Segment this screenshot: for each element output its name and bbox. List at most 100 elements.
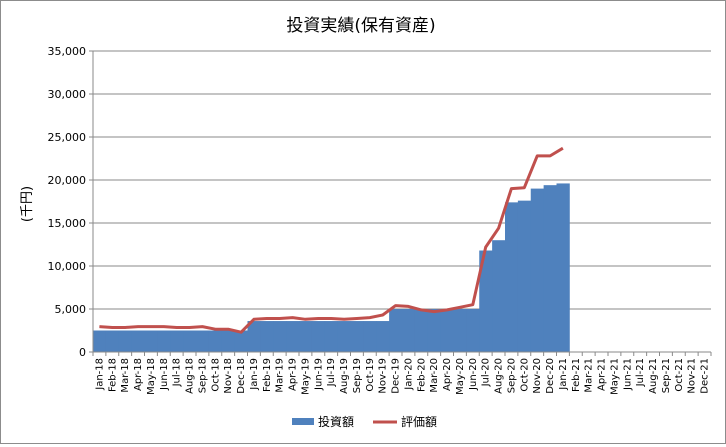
x-tick-label: Nov-19 (378, 358, 389, 394)
bar (492, 240, 505, 352)
x-tick-label: Aug-21 (648, 358, 659, 394)
x-tick-label: Nov-21 (687, 358, 698, 394)
y-tick-label: 15,000 (48, 217, 87, 230)
bar (119, 331, 132, 353)
x-tick-label: Oct-21 (674, 358, 685, 392)
y-tick-label: 5,000 (55, 303, 87, 316)
x-tick-label: Jun-19 (313, 358, 324, 391)
legend-label-bar: 投資額 (318, 414, 354, 429)
x-tick-label: Aug-20 (494, 358, 505, 394)
legend-label-line: 評価額 (401, 414, 437, 429)
bar (351, 321, 364, 352)
x-tick-label: Sep-18 (197, 358, 208, 393)
bar (157, 331, 170, 353)
x-tick-label: Jul-20 (481, 358, 492, 387)
x-tick-label: Jun-20 (468, 358, 479, 391)
x-tick-label: Feb-20 (416, 358, 427, 392)
x-tick-label: Jul-21 (635, 358, 646, 387)
y-axis-label: (千円) (20, 186, 35, 222)
x-tick-label: Apr-21 (597, 358, 608, 391)
bar (531, 189, 544, 352)
x-tick-label: Aug-18 (185, 358, 196, 394)
x-tick-label: Feb-21 (571, 358, 582, 392)
x-tick-label: Dec-19 (391, 358, 402, 394)
x-tick-label: Apr-19 (288, 358, 299, 391)
x-tick-label: May-19 (300, 358, 311, 395)
bar (93, 331, 106, 353)
bar (312, 321, 325, 352)
y-tick-label: 30,000 (48, 88, 87, 101)
bar (389, 309, 402, 352)
bar (441, 309, 454, 352)
bar (106, 331, 119, 353)
y-tick-label: 10,000 (48, 260, 87, 273)
x-tick-label: Oct-19 (365, 358, 376, 392)
x-tick-label: Jan-21 (558, 358, 569, 391)
bar (235, 331, 248, 353)
x-tick-label: Dec-18 (236, 358, 247, 394)
bar (428, 309, 441, 352)
x-tick-label: Apr-18 (133, 358, 144, 391)
bar (402, 309, 415, 352)
x-tick-label: Mar-20 (429, 358, 440, 393)
bar (415, 309, 428, 352)
y-tick-labels: 0 5,000 10,000 15,000 20,000 25,000 30,000 35,0… (48, 45, 87, 359)
x-tick-label: Nov-20 (532, 358, 543, 394)
bar (260, 321, 273, 352)
bar (454, 309, 467, 352)
bar (325, 321, 338, 352)
bar (518, 201, 531, 352)
x-tick-label: Feb-18 (107, 358, 118, 392)
x-tick-label: May-21 (609, 358, 620, 395)
x-tick-label: Jan-18 (94, 358, 105, 391)
chart-title: 投資実績(保有資産) (286, 16, 435, 36)
legend-swatch-bar (292, 418, 314, 425)
bar (183, 331, 196, 353)
x-tick-label: Mar-21 (584, 358, 595, 393)
x-tick-label: Oct-20 (519, 358, 530, 392)
x-tick-label: Mar-19 (275, 358, 286, 393)
x-tick-label: Mar-18 (120, 358, 131, 393)
legend: 投資額 評価額 (292, 414, 437, 429)
y-tick-label: 0 (79, 346, 86, 359)
x-tick-label: Sep-19 (352, 358, 363, 393)
x-tick-label: Jun-21 (622, 358, 633, 391)
bar (557, 183, 570, 352)
x-tick-label: Aug-19 (339, 358, 350, 394)
bar (338, 321, 351, 352)
bar (209, 331, 222, 353)
bar (132, 331, 145, 353)
bar (196, 331, 209, 353)
x-tick-label: Nov-18 (223, 358, 234, 394)
x-tick-label: Dec-21 (700, 358, 711, 394)
x-tick-label: Oct-18 (210, 358, 221, 392)
bar (466, 309, 479, 352)
x-tick-label: May-18 (146, 358, 157, 395)
x-tick-label: Jul-18 (172, 358, 183, 387)
x-tick-label: Feb-19 (262, 358, 273, 392)
bar (286, 321, 299, 352)
x-tick-label: Dec-20 (545, 358, 556, 394)
bar (145, 331, 158, 353)
bar (299, 321, 312, 352)
x-tick-label: Sep-20 (506, 358, 517, 393)
bar (170, 331, 183, 353)
bar (222, 331, 235, 353)
x-tick-label: Apr-20 (442, 358, 453, 391)
x-tick-label: Jun-18 (159, 358, 170, 391)
x-tick-label: Jan-20 (403, 358, 414, 391)
bar (376, 321, 389, 352)
x-tick-label: May-20 (455, 358, 466, 395)
bar (505, 202, 518, 352)
x-tick-label: Jan-19 (249, 358, 260, 391)
y-tick-label: 20,000 (48, 174, 87, 187)
bar (363, 321, 376, 352)
y-tick-label: 35,000 (48, 45, 87, 58)
x-tick-label: Jul-19 (326, 358, 337, 387)
bar (273, 321, 286, 352)
bar (544, 185, 557, 352)
y-tick-label: 25,000 (48, 131, 87, 144)
